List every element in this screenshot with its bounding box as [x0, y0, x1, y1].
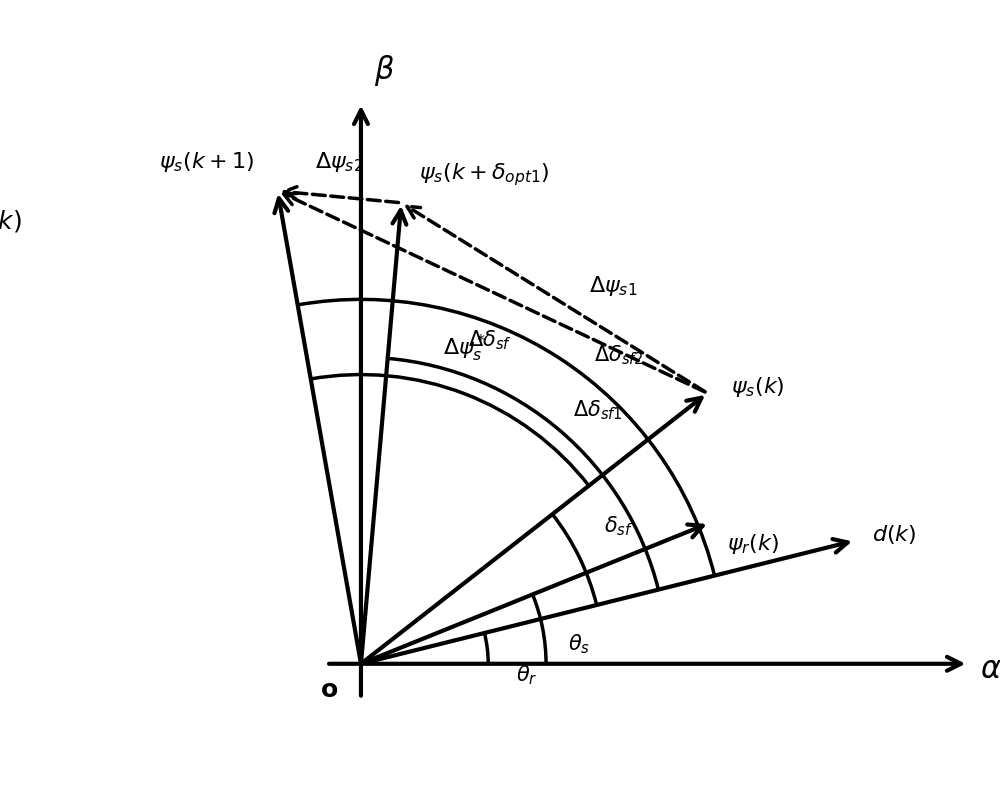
Text: $\psi_s(k+\delta_{opt1})$: $\psi_s(k+\delta_{opt1})$ [419, 161, 549, 188]
Text: $q(k)$: $q(k)$ [0, 208, 22, 236]
Text: $\Delta\psi_{s1}$: $\Delta\psi_{s1}$ [589, 274, 637, 298]
Text: $\psi_r(k)$: $\psi_r(k)$ [727, 532, 779, 555]
Text: $\Delta\delta_{sf2}$: $\Delta\delta_{sf2}$ [594, 343, 644, 367]
Text: $\Delta\psi_s^*$: $\Delta\psi_s^*$ [443, 332, 487, 364]
Text: $\beta$: $\beta$ [374, 53, 394, 89]
Text: $\Delta\delta_{sf}$: $\Delta\delta_{sf}$ [468, 328, 512, 352]
Text: $\theta_r$: $\theta_r$ [516, 664, 538, 687]
Text: $\Delta\delta_{sf1}$: $\Delta\delta_{sf1}$ [573, 399, 623, 422]
Text: $\alpha$: $\alpha$ [980, 655, 1000, 684]
Text: $\Delta\psi_{s2}$: $\Delta\psi_{s2}$ [315, 149, 364, 174]
Text: $\delta_{sf}$: $\delta_{sf}$ [604, 515, 633, 538]
Text: $\theta_s$: $\theta_s$ [568, 632, 590, 656]
Text: $d(k)$: $d(k)$ [872, 524, 917, 547]
Text: $\mathbf{o}$: $\mathbf{o}$ [320, 678, 338, 702]
Text: $\psi_s(k+1)$: $\psi_s(k+1)$ [159, 149, 254, 174]
Text: $\psi_s(k)$: $\psi_s(k)$ [731, 376, 784, 399]
